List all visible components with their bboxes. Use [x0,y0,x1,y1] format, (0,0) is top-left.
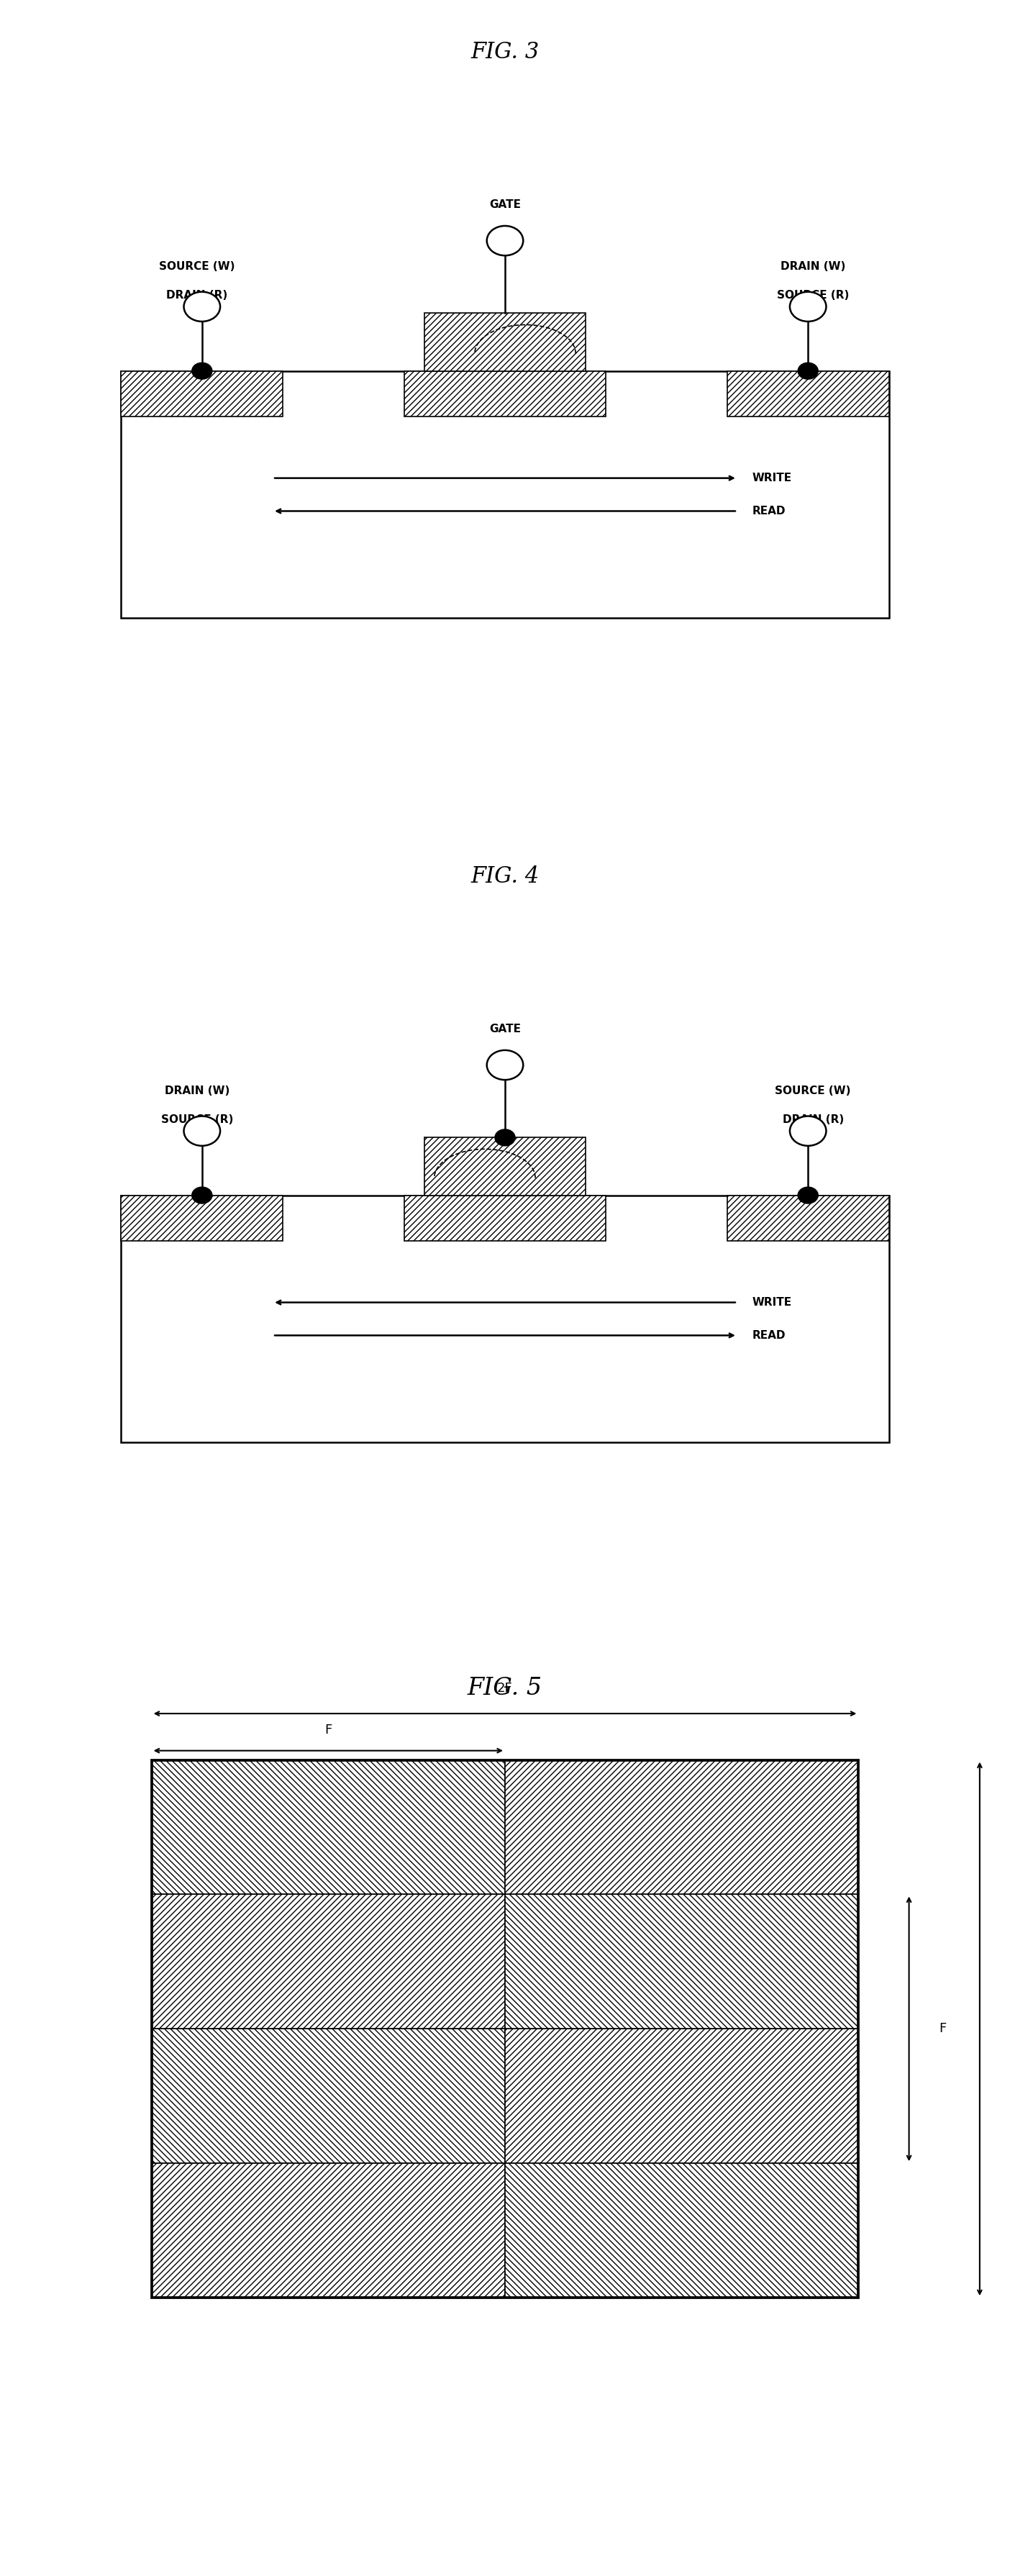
Circle shape [487,1051,523,1079]
Circle shape [184,1115,220,1146]
Bar [505,1759,859,1893]
Circle shape [184,291,220,322]
Bar [121,1195,889,1443]
Bar [727,371,889,417]
Bar [152,1759,505,1893]
Circle shape [798,363,818,379]
Text: DRAIN (W): DRAIN (W) [165,1084,229,1097]
Text: SOURCE (W): SOURCE (W) [159,260,235,273]
Bar [152,1759,858,2298]
Bar [152,1893,505,2030]
Text: GATE: GATE [489,198,521,211]
Circle shape [790,291,826,322]
Text: WRITE: WRITE [752,474,792,484]
Bar [152,2030,505,2164]
Bar [727,1195,889,1242]
Bar [424,314,586,371]
Bar [121,1195,283,1242]
Text: F: F [939,2022,946,2035]
Text: WRITE: WRITE [752,1298,792,1309]
Bar [121,371,889,618]
Text: DRAIN (R): DRAIN (R) [783,1115,843,1126]
Text: DRAIN (R): DRAIN (R) [167,291,227,301]
Bar [404,1195,606,1242]
Text: FIG. 4: FIG. 4 [471,866,539,889]
Text: DRAIN (W): DRAIN (W) [781,260,845,273]
Bar [505,2164,859,2298]
Bar [424,1139,586,1195]
Circle shape [192,363,212,379]
Text: FIG. 5: FIG. 5 [468,1677,542,1700]
Text: 2F: 2F [497,1682,513,1695]
Text: READ: READ [752,1329,786,1340]
Text: SOURCE (R): SOURCE (R) [777,291,849,301]
Text: F: F [324,1723,332,1736]
Bar [152,2164,505,2298]
Circle shape [798,1188,818,1203]
Circle shape [495,1128,515,1146]
Circle shape [192,1188,212,1203]
Text: SOURCE (R): SOURCE (R) [161,1115,233,1126]
Text: READ: READ [752,505,786,515]
Bar [505,1893,859,2030]
Bar [404,371,606,417]
Circle shape [487,227,523,255]
Text: FIG. 3: FIG. 3 [471,41,539,64]
Bar [505,2030,859,2164]
Text: SOURCE (W): SOURCE (W) [775,1084,851,1097]
Bar [121,371,283,417]
Text: GATE: GATE [489,1023,521,1036]
Circle shape [790,1115,826,1146]
